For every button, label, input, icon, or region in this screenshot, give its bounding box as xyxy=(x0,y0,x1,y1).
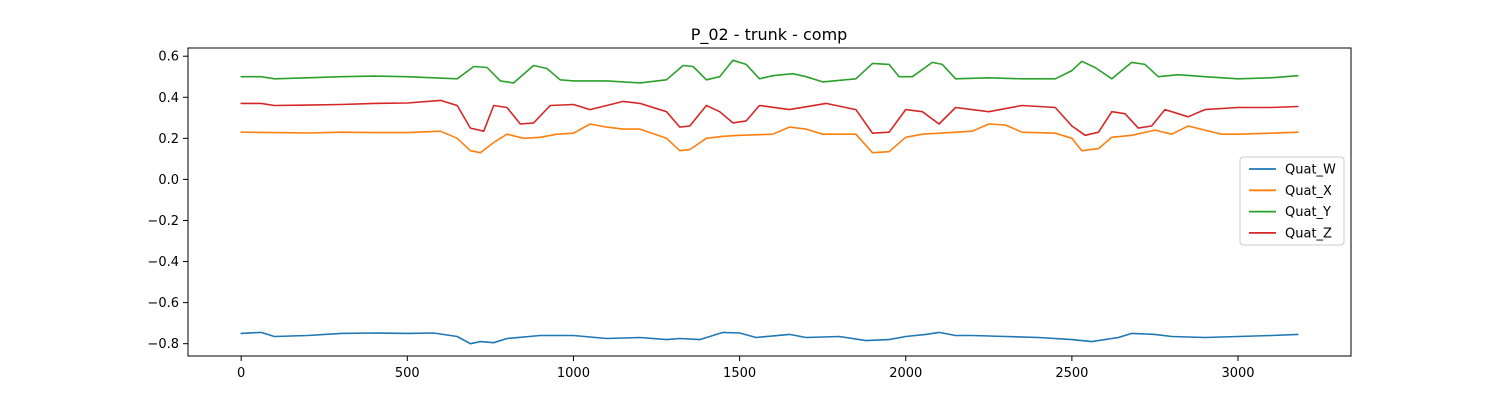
legend-box xyxy=(1239,156,1345,246)
series-line-quat-w xyxy=(240,331,1299,345)
x-tick-label: 1000 xyxy=(557,366,590,381)
x-tick-label: 2500 xyxy=(1055,366,1088,381)
series-line-quat-x xyxy=(240,123,1299,154)
x-axis: 0 500 1000 1500 2000 2500 3000 xyxy=(237,356,1255,381)
series-line-quat-y xyxy=(240,59,1299,84)
y-tick-label: −0.4 xyxy=(147,255,179,270)
x-tick-label: 500 xyxy=(395,366,420,381)
legend-label-quat-z: Quat_Z xyxy=(1285,226,1332,241)
x-tick-label: 2000 xyxy=(889,366,922,381)
series-line-quat-z xyxy=(240,99,1299,137)
y-tick-label: 0.4 xyxy=(158,91,179,106)
legend-label-quat-x: Quat_X xyxy=(1285,184,1332,199)
x-tick-label: 1500 xyxy=(723,366,756,381)
y-tick-label: 0.0 xyxy=(158,173,179,188)
plot-area-frame xyxy=(187,47,1352,357)
x-tick-label: 0 xyxy=(237,366,245,381)
y-tick-label: −0.8 xyxy=(147,337,179,352)
y-axis: −0.8 −0.6 −0.4 −0.2 0.0 0.2 0.4 0.6 xyxy=(147,50,188,352)
x-tick-label: 3000 xyxy=(1221,366,1254,381)
chart-title: P_02 - trunk - comp xyxy=(691,25,848,45)
y-tick-label: −0.6 xyxy=(147,296,179,311)
legend-label-quat-w: Quat_W xyxy=(1285,163,1336,178)
legend: Quat_W Quat_X Quat_Y Quat_Z xyxy=(1239,156,1345,246)
series-layer xyxy=(240,59,1299,345)
legend-label-quat-y: Quat_Y xyxy=(1285,205,1331,220)
y-tick-label: 0.2 xyxy=(158,132,179,147)
y-tick-label: 0.6 xyxy=(158,50,179,65)
y-tick-label: −0.2 xyxy=(147,214,179,229)
